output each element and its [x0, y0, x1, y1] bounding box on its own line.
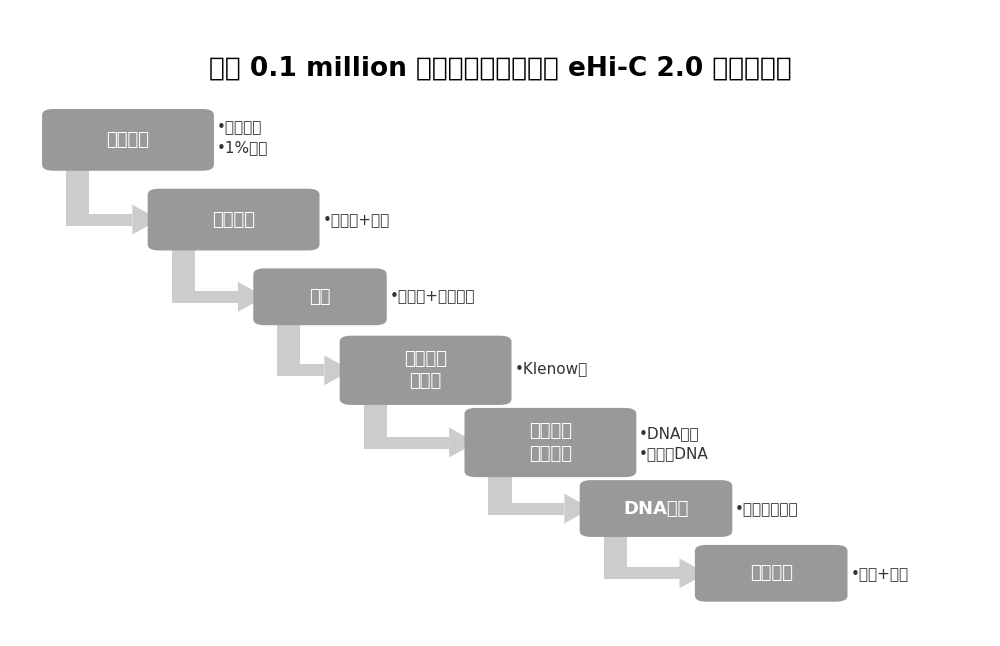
Polygon shape [238, 282, 265, 312]
Polygon shape [564, 494, 591, 523]
Polygon shape [488, 503, 564, 514]
Text: •DNA纯化
•除线性DNA: •DNA纯化 •除线性DNA [639, 426, 709, 461]
Text: 末端补平
并标记: 末端补平 并标记 [404, 350, 447, 390]
Polygon shape [172, 291, 238, 303]
Text: DNA打断: DNA打断 [623, 499, 689, 517]
Text: •扩增+测序: •扩增+测序 [850, 567, 909, 582]
Text: •Klenow酶: •Klenow酶 [514, 362, 588, 377]
Text: 基于 0.1 million 细胞的高效高分辨率 eHi-C 2.0 测序流程图: 基于 0.1 million 细胞的高效高分辨率 eHi-C 2.0 测序流程图 [209, 56, 791, 82]
FancyBboxPatch shape [42, 109, 214, 171]
FancyBboxPatch shape [580, 480, 732, 537]
Text: 酶切: 酶切 [309, 288, 331, 306]
Text: 细胞裂解: 细胞裂解 [212, 211, 255, 229]
FancyBboxPatch shape [464, 408, 636, 477]
Text: 文库构建: 文库构建 [750, 565, 793, 582]
Text: 固定细胞: 固定细胞 [106, 131, 150, 149]
Polygon shape [364, 437, 449, 448]
Polygon shape [277, 319, 300, 364]
Polygon shape [172, 244, 195, 291]
Polygon shape [277, 364, 324, 376]
Polygon shape [488, 471, 512, 503]
Text: •细胞膜+核膜: •细胞膜+核膜 [322, 213, 390, 228]
Polygon shape [604, 567, 680, 579]
Polygon shape [680, 558, 706, 589]
Polygon shape [132, 205, 159, 234]
Text: 蛋白酶消
化核小体: 蛋白酶消 化核小体 [529, 422, 572, 463]
Text: •目标片段富集: •目标片段富集 [735, 502, 799, 517]
FancyBboxPatch shape [340, 336, 512, 405]
Polygon shape [66, 165, 89, 214]
FancyBboxPatch shape [253, 268, 387, 325]
Text: •双酶切+短时高效: •双酶切+短时高效 [390, 289, 475, 304]
Polygon shape [604, 531, 627, 567]
Polygon shape [66, 214, 132, 225]
Polygon shape [324, 355, 351, 385]
FancyBboxPatch shape [695, 545, 848, 601]
Polygon shape [449, 428, 476, 457]
Text: •贴壁固定
•1%甲醛: •贴壁固定 •1%甲醛 [217, 120, 268, 155]
Polygon shape [364, 399, 387, 437]
FancyBboxPatch shape [148, 189, 320, 251]
